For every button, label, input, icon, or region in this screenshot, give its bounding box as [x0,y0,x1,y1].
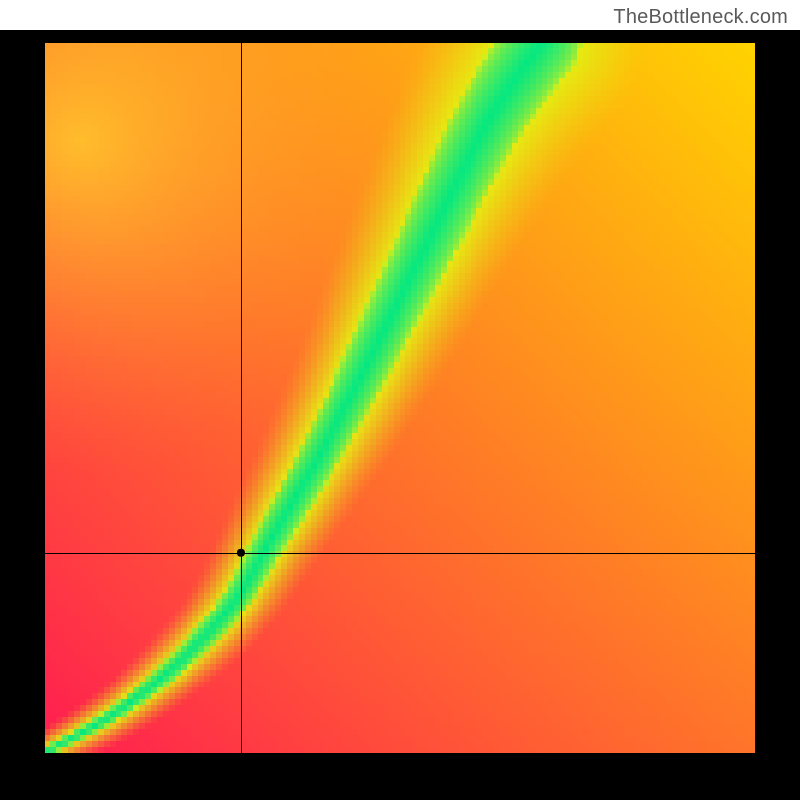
chart-frame [0,30,800,800]
attribution-label: TheBottleneck.com [613,6,788,29]
chart-container: TheBottleneck.com [0,0,800,800]
heatmap-canvas [45,43,755,753]
